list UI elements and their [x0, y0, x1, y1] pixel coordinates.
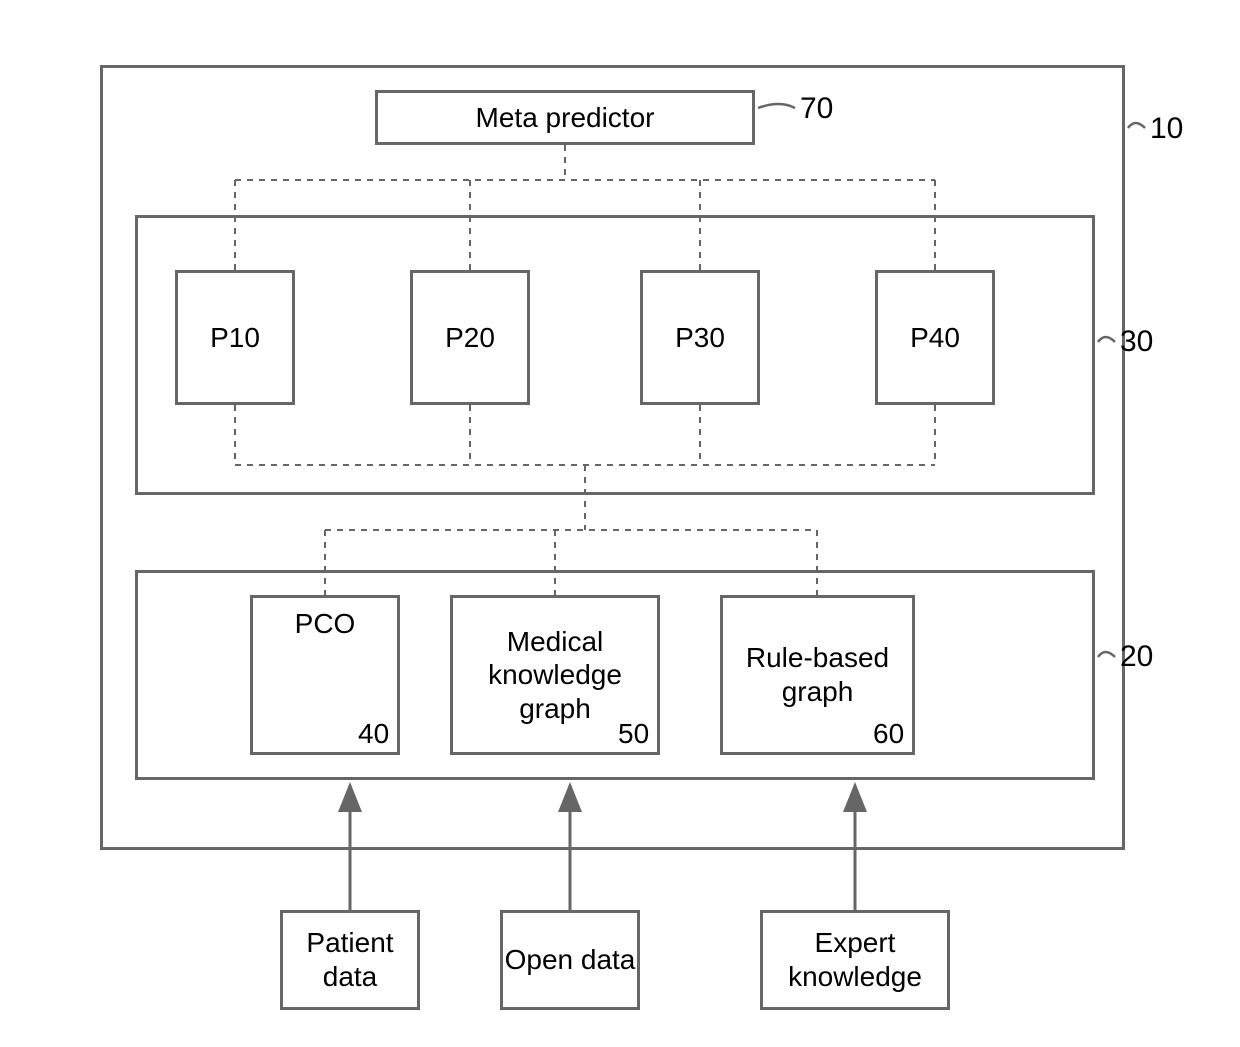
expert-knowledge-label: Expert knowledge: [763, 926, 947, 993]
predictor-label: P40: [910, 322, 960, 354]
predictor-p10: P10: [175, 270, 295, 405]
open-data-box: Open data: [500, 910, 640, 1010]
predictor-p20: P20: [410, 270, 530, 405]
predictor-label: P30: [675, 322, 725, 354]
patient-data-box: Patient data: [280, 910, 420, 1010]
ref-20: 20: [1120, 640, 1153, 674]
predictor-p40: P40: [875, 270, 995, 405]
predictor-label: P20: [445, 322, 495, 354]
pco-number: 40: [358, 718, 389, 750]
ref-30: 30: [1120, 325, 1153, 359]
open-data-label: Open data: [505, 943, 636, 977]
patient-data-label: Patient data: [283, 926, 417, 993]
medical-graph-number: 50: [618, 718, 649, 750]
predictor-label: P10: [210, 322, 260, 354]
pco-label: PCO: [295, 608, 356, 640]
rule-graph-label: Rule-based graph: [731, 641, 904, 708]
ref-10: 10: [1150, 112, 1183, 146]
meta-predictor-label: Meta predictor: [476, 102, 655, 134]
predictor-p30: P30: [640, 270, 760, 405]
diagram-canvas: Meta predictor P10 P20 P30 P40 PCO 40 Me…: [0, 0, 1240, 1047]
ref-70: 70: [800, 92, 833, 126]
meta-predictor-box: Meta predictor: [375, 90, 755, 145]
expert-knowledge-box: Expert knowledge: [760, 910, 950, 1010]
medical-graph-label: Medical knowledge graph: [461, 625, 649, 726]
rule-graph-number: 60: [873, 718, 904, 750]
